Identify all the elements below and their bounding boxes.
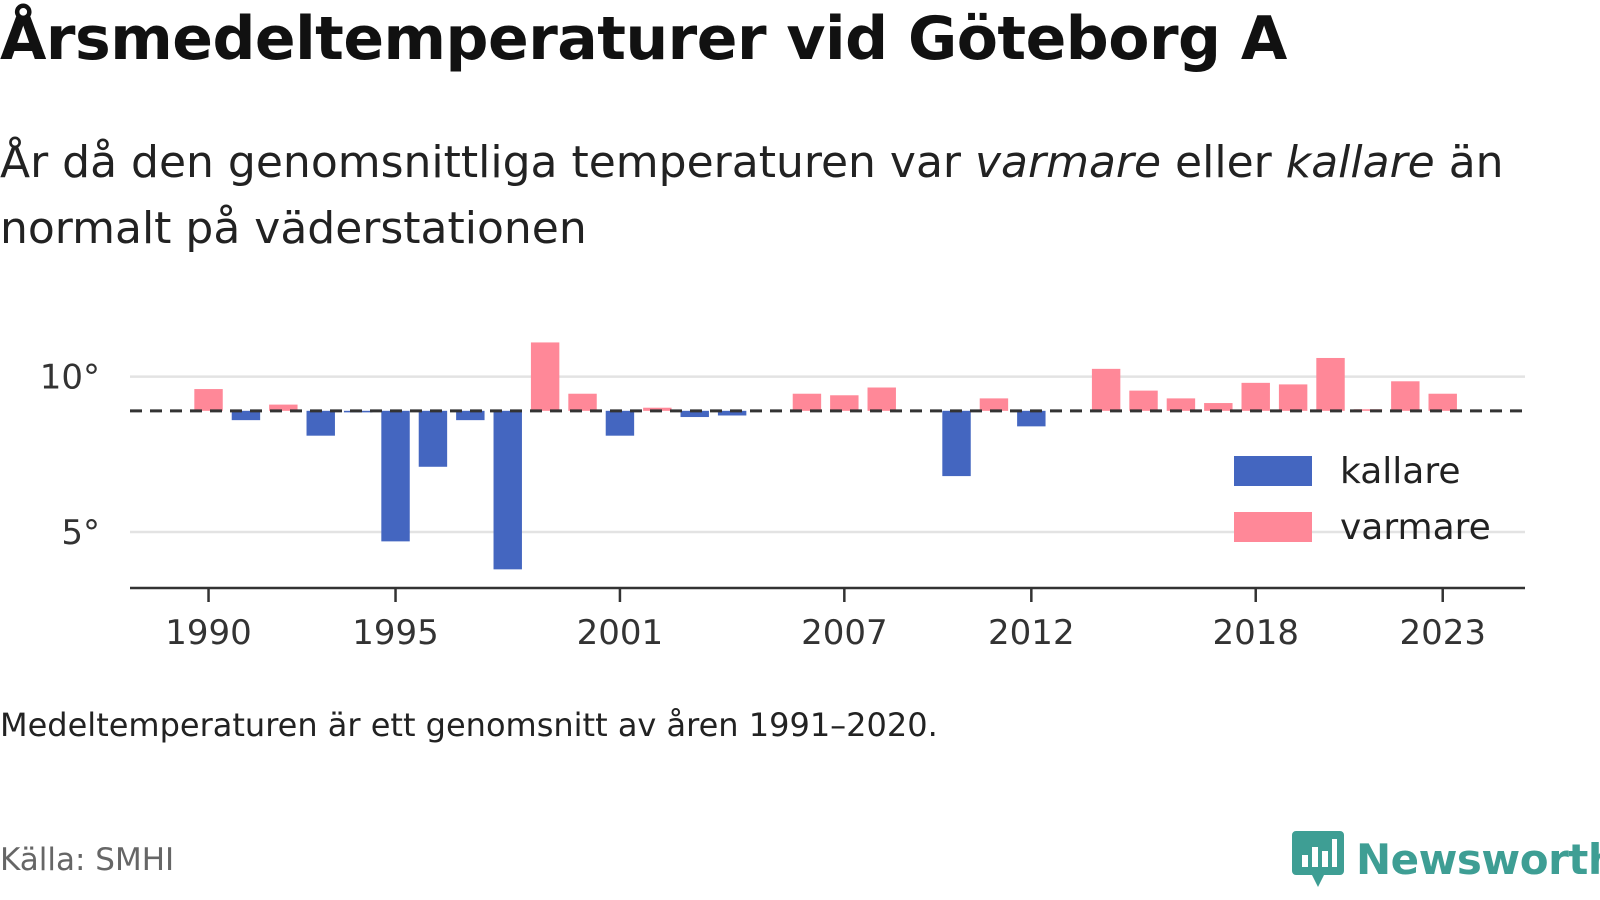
newsworthy-brand: Newsworthy (1292, 824, 1600, 894)
y-tick-label-5: 5° (61, 513, 100, 553)
bar-2002 (643, 407, 672, 411)
bar-1991 (231, 410, 261, 421)
bar-1996 (418, 410, 448, 467)
source-label: Källa: SMHI (0, 842, 175, 878)
bar-2015 (1129, 390, 1158, 411)
subtitle-cold-word: kallare (1285, 137, 1435, 188)
bar-2019 (1278, 384, 1308, 411)
bar-2008 (867, 387, 896, 411)
bar-2007 (830, 395, 859, 411)
x-axis-ticks: 1990 1995 2001 2007 2012 2018 2023 (165, 588, 1486, 653)
x-tick-label-2012: 2012 (988, 613, 1075, 653)
legend-swatch-varmare (1234, 512, 1312, 542)
grid-lines (130, 375, 1525, 534)
bars (194, 342, 1457, 570)
x-tick-label-1990: 1990 (165, 613, 252, 653)
bar-2014 (1091, 368, 1121, 411)
chart-subtitle: År då den genomsnittliga temperaturen va… (0, 130, 1560, 262)
bar-2006 (792, 393, 822, 411)
bar-2016 (1166, 398, 1196, 411)
x-tick-label-2001: 2001 (577, 613, 664, 653)
bar-1990 (194, 389, 223, 411)
bar-1999 (530, 342, 560, 411)
bar-2003 (680, 410, 709, 418)
footnote: Medeltemperaturen är ett genomsnitt av å… (0, 706, 938, 744)
brand-name: Newsworthy (1356, 834, 1600, 884)
legend-label-varmare: varmare (1340, 507, 1491, 548)
legend-swatch-kallare (1234, 456, 1312, 486)
bar-2000 (568, 393, 597, 411)
x-tick-label-2023: 2023 (1399, 613, 1486, 653)
legend: kallare varmare (1234, 451, 1491, 548)
subtitle-text-end: än normalt på väderstationen (0, 137, 1504, 254)
legend-label-kallare: kallare (1340, 451, 1461, 492)
x-tick-label-2007: 2007 (801, 613, 888, 653)
bar-2017 (1204, 403, 1233, 411)
bar-2021 (1353, 409, 1383, 411)
x-tick-label-2018: 2018 (1212, 613, 1299, 653)
bar-1995 (381, 410, 410, 542)
bar-1997 (456, 410, 485, 421)
bar-1993 (306, 410, 335, 436)
bar-2022 (1391, 381, 1420, 411)
x-tick-label-1995: 1995 (352, 613, 439, 653)
bar-2011 (979, 398, 1009, 411)
newsworthy-logo-icon (1292, 831, 1344, 887)
bar-2004 (717, 410, 747, 416)
temperature-bar-chart: 5° 10° 1990 1995 2001 2007 2012 2018 2023 kalla… (40, 342, 1525, 653)
bar-2023 (1428, 393, 1457, 411)
bar-2001 (605, 410, 635, 436)
bar-1998 (493, 410, 522, 570)
y-axis-ticks: 5° 10° (40, 358, 100, 553)
subtitle-warm-word: varmare (974, 137, 1162, 188)
bar-2018 (1241, 382, 1270, 411)
y-tick-label-10: 10° (40, 358, 100, 398)
bar-2010 (942, 410, 971, 477)
bar-1992 (269, 404, 298, 411)
chart-title: Årsmedeltemperaturer vid Göteborg A (0, 4, 1287, 74)
subtitle-text-middle: eller (1161, 137, 1286, 188)
bar-2020 (1316, 357, 1345, 411)
bar-2012 (1017, 410, 1046, 427)
subtitle-text-start: År då den genomsnittliga temperaturen va… (0, 137, 975, 188)
